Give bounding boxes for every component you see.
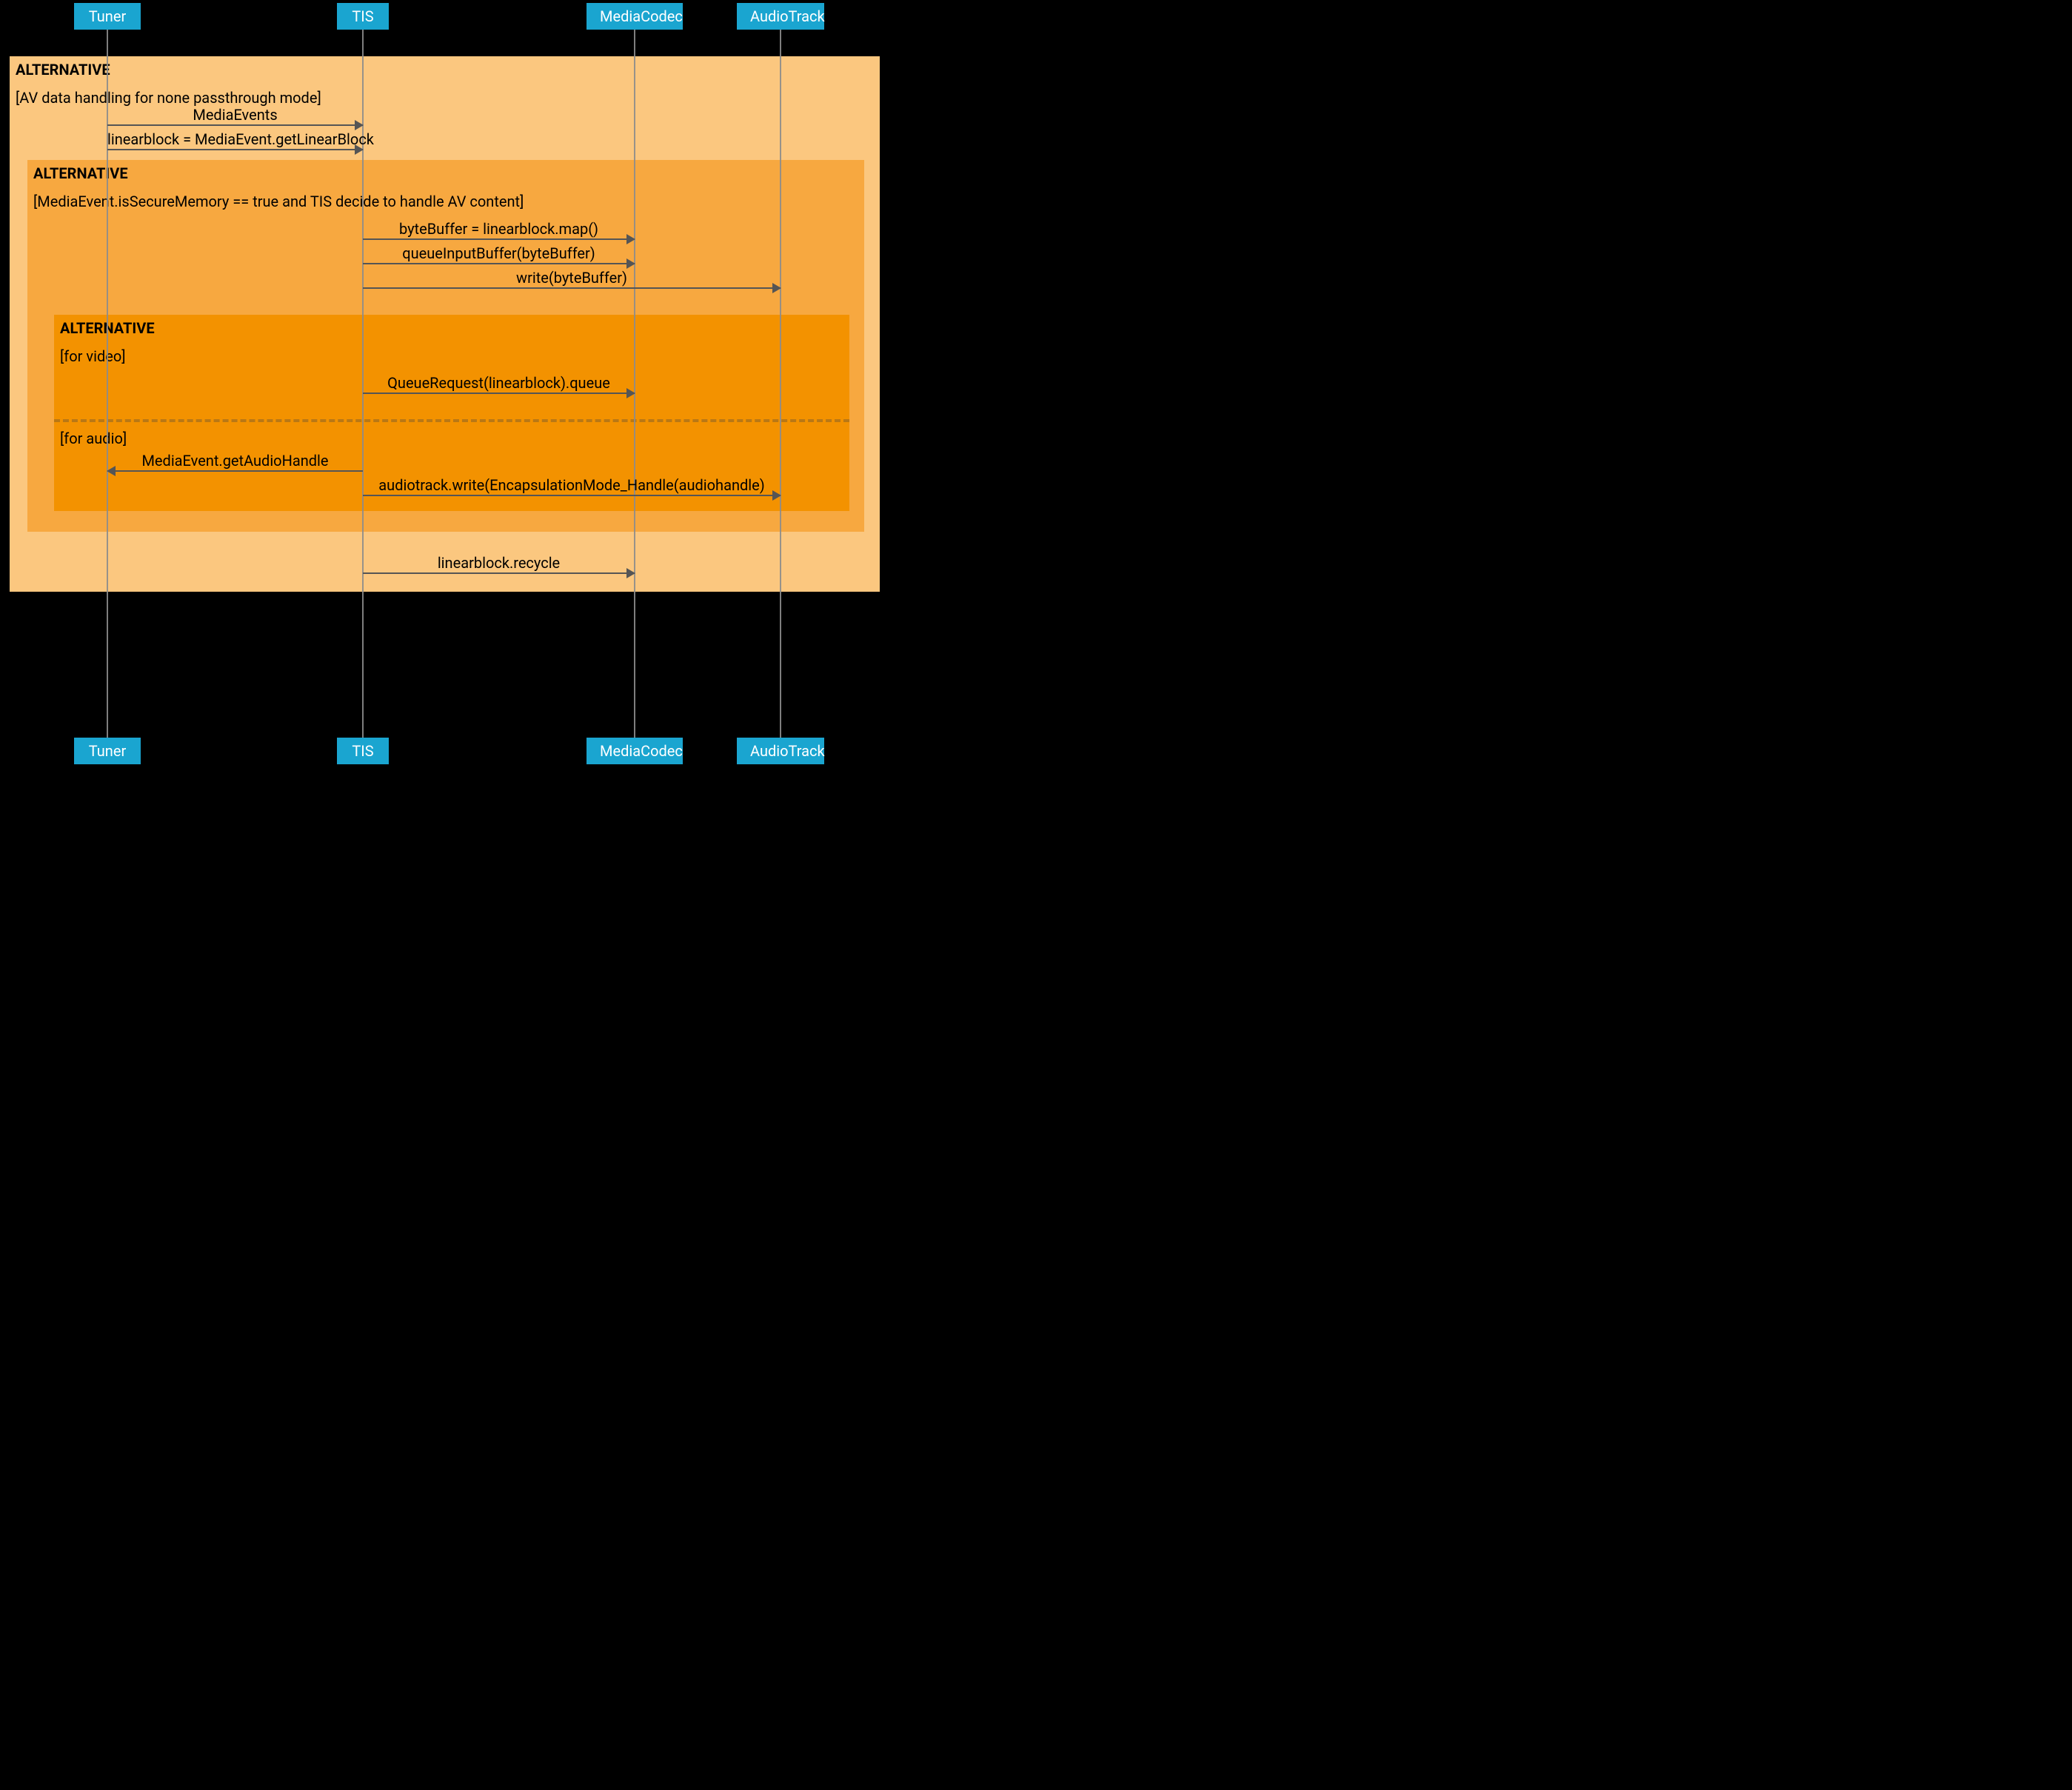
participant-audiotrack: AudioTrack: [737, 738, 824, 764]
message-label: MediaEvent.getAudioHandle: [107, 452, 363, 470]
alt-divider: [54, 419, 849, 422]
message-label: write(byteBuffer): [363, 269, 781, 287]
message-arrow: queueInputBuffer(byteBuffer): [363, 263, 635, 264]
message-label: queueInputBuffer(byteBuffer): [363, 244, 635, 262]
message-arrow: MediaEvents: [107, 124, 363, 126]
message-arrow: linearblock = MediaEvent.getLinearBlock: [107, 149, 363, 150]
participant-tis: TIS: [337, 3, 389, 30]
participant-tis: TIS: [337, 738, 389, 764]
message-arrow: write(byteBuffer): [363, 287, 781, 289]
participant-mediacodec: MediaCodec: [586, 3, 683, 30]
lifeline-audiotrack: [780, 30, 781, 738]
alt-else-guard: [for audio]: [60, 430, 127, 447]
alt-label: ALTERNATIVE: [16, 61, 110, 79]
participant-tuner: Tuner: [74, 3, 141, 30]
participant-mediacodec: MediaCodec: [586, 738, 683, 764]
participant-tuner: Tuner: [74, 738, 141, 764]
participant-audiotrack: AudioTrack: [737, 3, 824, 30]
alt-label: ALTERNATIVE: [33, 164, 128, 182]
message-label: linearblock.recycle: [363, 554, 635, 572]
message-arrow: MediaEvent.getAudioHandle: [107, 470, 363, 472]
message-arrow: audiotrack.write(EncapsulationMode_Handl…: [363, 495, 781, 496]
sequence-diagram: ALTERNATIVE [AV data handling for none pa…: [0, 0, 889, 767]
message-arrow: QueueRequest(linearblock).queue: [363, 393, 635, 394]
alt-guard: [for video]: [60, 347, 126, 365]
message-label: audiotrack.write(EncapsulationMode_Handl…: [363, 476, 781, 494]
message-label: QueueRequest(linearblock).queue: [363, 374, 635, 392]
message-arrow: linearblock.recycle: [363, 572, 635, 574]
alt-guard: [AV data handling for none passthrough m…: [16, 89, 321, 107]
message-label: MediaEvents: [107, 106, 363, 124]
message-arrow: byteBuffer = linearblock.map(): [363, 238, 635, 240]
message-label: byteBuffer = linearblock.map(): [363, 220, 635, 238]
message-label: linearblock = MediaEvent.getLinearBlock: [107, 130, 363, 148]
